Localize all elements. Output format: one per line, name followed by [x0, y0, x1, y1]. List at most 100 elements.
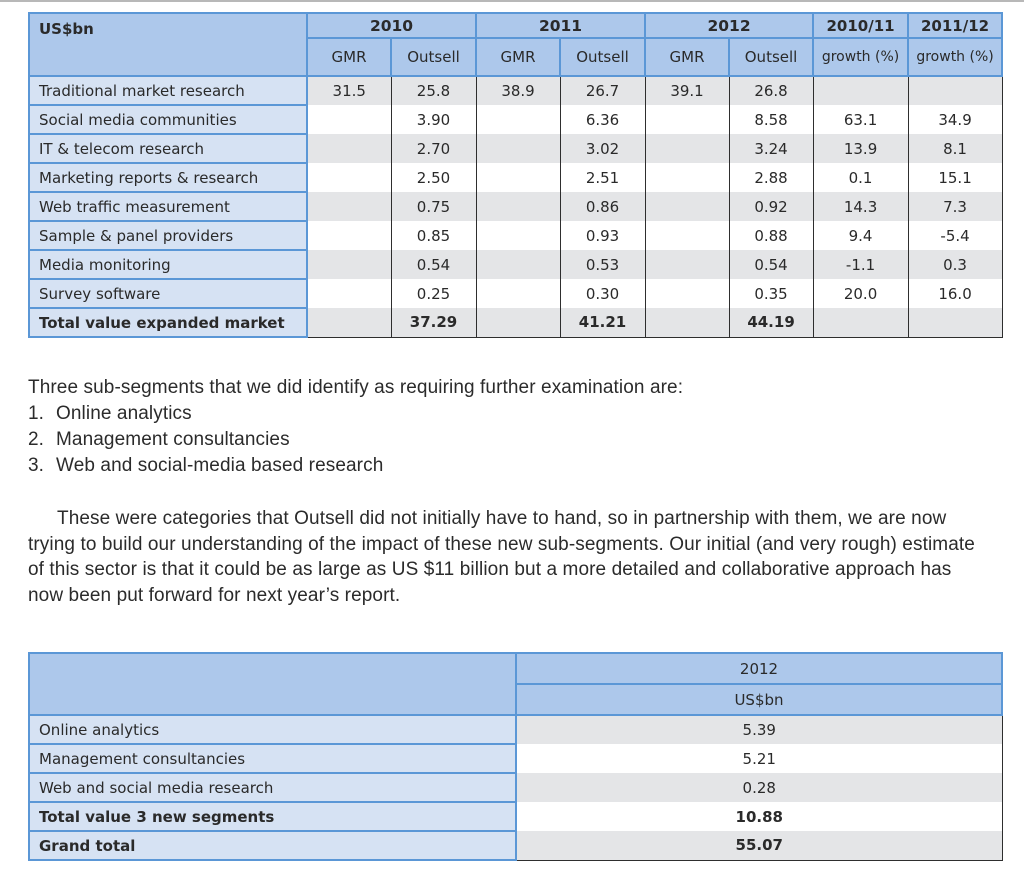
gmr-2011-cell: [475, 192, 561, 221]
gmr-2010-cell: [306, 250, 392, 279]
outsell-2011-cell: 41.21: [559, 308, 646, 338]
row-label: Grand total: [28, 830, 517, 861]
outsell-2011-cell: 6.36: [559, 105, 646, 134]
table-row: Sample & panel providers 0.85 0.93 0.88 9.4-…: [28, 220, 1003, 251]
outsell-2010-cell: 37.29: [390, 308, 477, 338]
growth-2011-12-cell: [907, 76, 1003, 105]
gmr-2011-cell: [475, 221, 561, 250]
year-header-2010: 2010: [305, 12, 478, 39]
outsell-2012-cell: 0.54: [728, 250, 814, 279]
growth-2010-11-cell: 0.1: [812, 163, 909, 192]
growth-pct-header: growth (%): [812, 37, 910, 77]
unit-header: US$bn: [515, 683, 1003, 716]
growth-2010-11-cell: 14.3: [812, 192, 909, 221]
gmr-2011-cell: [475, 250, 561, 279]
unit-header: US$bn: [28, 12, 308, 77]
growth-2011-12-cell: -5.4: [907, 221, 1003, 250]
outsell-2010-cell: 0.75: [390, 192, 477, 221]
row-label: Social media communities: [28, 104, 308, 135]
outsell-2010-cell: 2.50: [390, 163, 477, 192]
growth-pct-header: growth (%): [907, 37, 1004, 77]
outsell-2012-cell: 0.92: [728, 192, 814, 221]
outsell-2011-cell: 0.30: [559, 279, 646, 308]
row-label: Survey software: [28, 278, 308, 309]
row-label: Online analytics: [28, 714, 517, 745]
outsell-2012-cell: 26.8: [728, 76, 814, 105]
growth-2011-12-cell: 34.9: [907, 105, 1003, 134]
table-row: Traditional market research 31.5 25.8 38.9 2…: [28, 75, 1003, 106]
outsell-2012-cell: 0.88: [728, 221, 814, 250]
outsell-2010-cell: 0.54: [390, 250, 477, 279]
row-label: Web and social media research: [28, 772, 517, 803]
table-row: Management consultancies 5.21: [28, 743, 1003, 774]
outsell-2010-cell: 25.8: [390, 76, 477, 105]
gmr-2012-cell: [644, 105, 730, 134]
outsell-header: Outsell: [559, 37, 647, 77]
list-number: 1.: [28, 403, 45, 424]
gmr-2012-cell: [644, 221, 730, 250]
growth-2011-12-cell: 15.1: [907, 163, 1003, 192]
list-item-label: Management consultancies: [56, 429, 290, 450]
outsell-2010-cell: 3.90: [390, 105, 477, 134]
list-item-label: Web and social-media based research: [56, 455, 384, 476]
paragraph-first-line: These were categories that Outsell did n…: [57, 508, 750, 529]
growth-2011-12-cell: 7.3: [907, 192, 1003, 221]
sub-segment-list: 1. Online analytics 2. Management consulta…: [28, 402, 383, 480]
outsell-2011-cell: 0.93: [559, 221, 646, 250]
gmr-2011-cell: 38.9: [475, 76, 561, 105]
gmr-2012-cell: [644, 192, 730, 221]
table-row: Online analytics 5.39: [28, 714, 1003, 745]
outsell-2010-cell: 2.70: [390, 134, 477, 163]
growth-2011-12-cell: 8.1: [907, 134, 1003, 163]
gmr-2012-cell: [644, 308, 730, 338]
gmr-2012-cell: [644, 134, 730, 163]
gmr-2012-cell: [644, 250, 730, 279]
outsell-header: Outsell: [728, 37, 815, 77]
growth-2011-12-cell: 16.0: [907, 279, 1003, 308]
gmr-2010-cell: [306, 192, 392, 221]
page-top-rule: [0, 0, 1024, 2]
row-label: IT & telecom research: [28, 133, 308, 164]
growth-2010-11-cell: 13.9: [812, 134, 909, 163]
year-header-2011: 2011: [475, 12, 647, 39]
table-row: Web and social media research 0.28: [28, 772, 1003, 803]
list-item-label: Online analytics: [56, 403, 192, 424]
outsell-2012-cell: 8.58: [728, 105, 814, 134]
gmr-2010-cell: [306, 163, 392, 192]
total-row: Total value 3 new segments 10.88: [28, 801, 1003, 832]
row-label: Traditional market research: [28, 75, 308, 106]
year-header-2012: 2012: [644, 12, 815, 39]
outsell-2011-cell: 3.02: [559, 134, 646, 163]
intro-sentence: Three sub-segments that we did identify …: [28, 377, 684, 398]
outsell-2012-cell: 2.88: [728, 163, 814, 192]
market-value-table: US$bn 2010 2011 2012 2010/11 2011/12 GMR…: [28, 12, 1004, 338]
row-label: Sample & panel providers: [28, 220, 308, 251]
gmr-2010-cell: 31.5: [306, 76, 392, 105]
growth-2010-11-cell: [812, 76, 909, 105]
list-item: 1. Online analytics: [28, 402, 383, 428]
growth-header-2010-11: 2010/11: [812, 12, 910, 39]
outsell-2012-cell: 0.35: [728, 279, 814, 308]
growth-2010-11-cell: 20.0: [812, 279, 909, 308]
row-label: Web traffic measurement: [28, 191, 308, 222]
total-row: Total value expanded market 37.29 41.21 44.…: [28, 307, 1003, 338]
row-label: Management consultancies: [28, 743, 517, 774]
growth-header-2011-12: 2011/12: [907, 12, 1004, 39]
body-paragraph: These were categories that Outsell did n…: [28, 506, 988, 608]
gmr-2010-cell: [306, 308, 392, 338]
outsell-2011-cell: 26.7: [559, 76, 646, 105]
outsell-2010-cell: 0.25: [390, 279, 477, 308]
gmr-header: GMR: [306, 37, 392, 77]
outsell-2010-cell: 0.85: [390, 221, 477, 250]
table-row: Web traffic measurement 0.75 0.86 0.92 14.3 7…: [28, 191, 1003, 222]
gmr-2012-cell: 39.1: [644, 76, 730, 105]
row-label: Media monitoring: [28, 249, 308, 280]
growth-2010-11-cell: 63.1: [812, 105, 909, 134]
gmr-2011-cell: [475, 308, 561, 338]
gmr-2010-cell: [306, 279, 392, 308]
list-item: 2. Management consultancies: [28, 428, 383, 454]
growth-2010-11-cell: -1.1: [812, 250, 909, 279]
row-label: Total value expanded market: [28, 307, 308, 338]
growth-2011-12-cell: 0.3: [907, 250, 1003, 279]
value-cell: 10.88: [516, 802, 1003, 831]
